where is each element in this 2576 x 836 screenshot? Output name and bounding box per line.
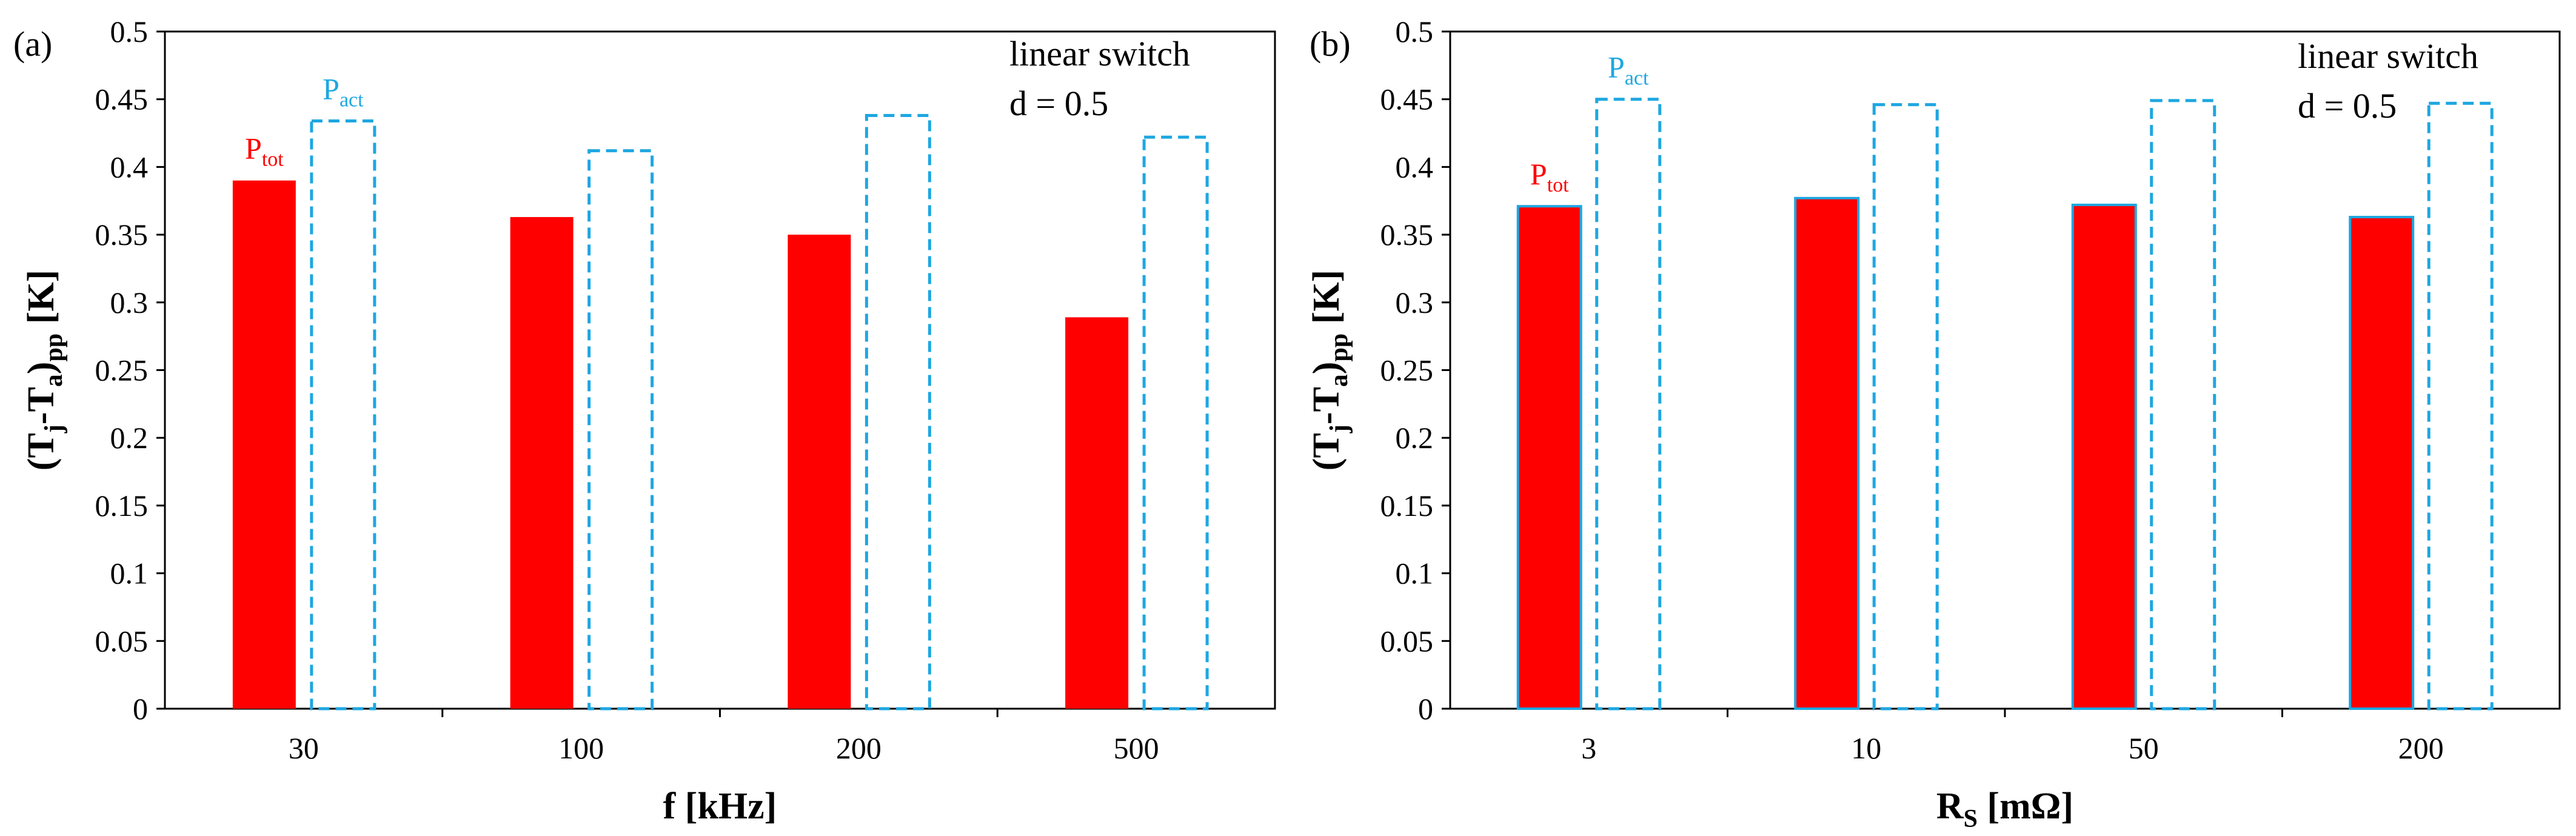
y-tick-label: 0.15 xyxy=(95,489,149,523)
y-axis-label-sub: pp xyxy=(1325,333,1353,362)
y-tick-label: 0.35 xyxy=(1380,218,1434,252)
y-tick-label: 0.05 xyxy=(95,624,149,658)
series-label-sub: act xyxy=(340,89,364,111)
y-axis-label-part: ) xyxy=(1306,362,1347,375)
series-label-p-tot: Ptot xyxy=(1530,157,1569,196)
bar-p-tot xyxy=(1516,205,1582,711)
bar-p-tot xyxy=(1065,317,1129,709)
y-tick-label: 0.25 xyxy=(95,353,149,387)
y-axis-label: (Tj-Ta)pp [K] xyxy=(1306,270,1353,470)
bar-p-act xyxy=(1595,98,1662,711)
x-axis-label-main: R xyxy=(1936,786,1964,827)
bar-p-act xyxy=(310,119,376,711)
y-tick-label: 0.2 xyxy=(1396,421,1434,455)
y-axis-label-sub: pp xyxy=(40,333,68,362)
x-tick-label: 100 xyxy=(558,731,604,765)
bar-p-tot xyxy=(1794,196,1860,711)
y-tick-label: 0.3 xyxy=(110,286,149,319)
bar-p-act xyxy=(2427,101,2494,711)
y-axis-label-part: -T xyxy=(21,387,62,424)
y-tick-label: 0.45 xyxy=(1380,82,1434,116)
y-axis-label-part: [K] xyxy=(1306,270,1347,333)
y-tick-label: 0.25 xyxy=(1380,353,1434,387)
bar-p-tot xyxy=(232,180,296,709)
x-tick-label: 10 xyxy=(1851,731,1881,765)
x-axis-label-tail: [mΩ] xyxy=(1978,786,2073,827)
y-tick-label: 0.35 xyxy=(95,218,149,252)
y-axis-label-part: ) xyxy=(21,362,62,375)
y-axis-label-part: -T xyxy=(1306,387,1347,424)
x-axis-label: RS [mΩ] xyxy=(1936,786,2073,833)
x-axis-label: f [kHz] xyxy=(663,786,777,827)
y-tick-label: 0.1 xyxy=(1396,557,1434,590)
y-axis-label-sub: a xyxy=(1325,374,1353,387)
bar-p-tot xyxy=(2349,216,2415,711)
annotation-line: linear switch xyxy=(2298,36,2478,76)
y-tick-label: 0.5 xyxy=(110,15,149,48)
bar-p-tot xyxy=(2071,203,2137,710)
series-label-sub: tot xyxy=(1547,174,1569,196)
bar-p-tot xyxy=(788,235,851,709)
y-axis-label-sub: a xyxy=(40,374,68,387)
series-label-main: P xyxy=(323,72,340,105)
x-tick-label: 200 xyxy=(836,731,882,765)
y-axis-label-sub: j xyxy=(1325,424,1353,433)
chart-panel-b: 0 0.05 0.1 0.15 0.2 0.25 0.3 0.35 0.4 0.45 0.5 3 Pto… xyxy=(1306,15,2561,833)
series-label-main: P xyxy=(1530,157,1547,191)
x-tick-label: 200 xyxy=(2398,731,2444,765)
y-tick-label: 0.45 xyxy=(95,82,149,116)
y-axis-label-part: [K] xyxy=(21,270,62,333)
y-tick-label: 0 xyxy=(1418,692,1433,726)
y-tick-label: 0.4 xyxy=(1396,150,1434,184)
panel-label: (b) xyxy=(1310,24,1351,64)
y-axis-label: (Tj-Ta)pp [K] xyxy=(21,270,68,470)
y-tick-label: 0.1 xyxy=(110,557,149,590)
series-label-p-tot: Ptot xyxy=(245,132,284,171)
chart-panel-a: 0 0.05 0.1 0.15 0.2 0.25 0.3 0.35 0.4 0.45 0.5 30 Pt… xyxy=(13,15,1276,827)
annotation-line: d = 0.5 xyxy=(1009,84,1108,123)
bar-p-act xyxy=(1872,103,1939,711)
series-label-sub: tot xyxy=(262,149,284,171)
x-tick-label: 50 xyxy=(2129,731,2159,765)
series-label-p-act: Pact xyxy=(1608,50,1649,90)
y-tick-label: 0 xyxy=(133,692,148,726)
bar-p-act xyxy=(1142,135,1209,711)
bar-p-act xyxy=(587,149,654,711)
y-tick-label: 0.5 xyxy=(1396,15,1434,48)
y-axis-label-sub: j xyxy=(40,424,68,433)
x-tick-label: 30 xyxy=(289,731,319,765)
series-label-sub: act xyxy=(1625,67,1649,90)
y-tick-label: 0.15 xyxy=(1380,489,1434,523)
bar-p-act xyxy=(2150,99,2216,711)
y-tick-label: 0.4 xyxy=(110,150,149,184)
x-tick-label: 500 xyxy=(1114,731,1159,765)
bar-p-tot xyxy=(510,217,574,709)
y-axis-label-part: (T xyxy=(21,433,62,470)
bar-p-act xyxy=(865,114,931,711)
annotation-line: d = 0.5 xyxy=(2298,86,2397,125)
y-tick-label: 0.2 xyxy=(110,421,149,455)
series-label-p-act: Pact xyxy=(323,72,364,111)
x-axis-label-sub: S xyxy=(1964,805,1978,833)
series-label-main: P xyxy=(245,132,262,166)
series-label-main: P xyxy=(1608,50,1625,84)
y-tick-label: 0.3 xyxy=(1396,286,1434,319)
y-axis-label-part: (T xyxy=(1306,433,1347,470)
panel-label: (a) xyxy=(13,24,52,64)
annotation-line: linear switch xyxy=(1009,34,1190,73)
y-tick-label: 0.05 xyxy=(1380,624,1434,658)
x-tick-label: 3 xyxy=(1581,731,1596,765)
